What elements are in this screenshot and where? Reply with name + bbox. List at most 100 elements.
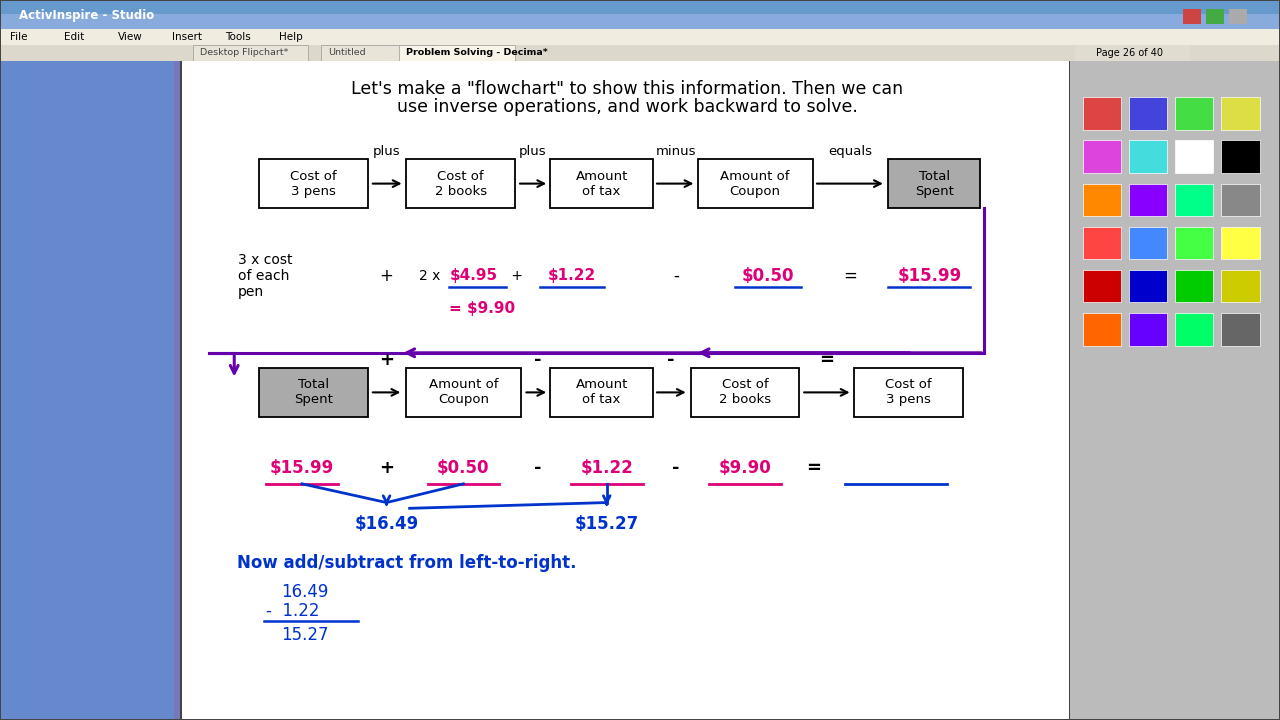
- Text: $4.95: $4.95: [449, 269, 498, 283]
- Text: Total
Spent: Total Spent: [915, 170, 954, 197]
- Bar: [1206, 9, 1224, 24]
- Text: -: -: [534, 459, 541, 477]
- Text: 3 x cost: 3 x cost: [238, 253, 293, 267]
- Bar: [1083, 140, 1121, 173]
- Text: -: -: [667, 351, 675, 369]
- Text: $15.27: $15.27: [575, 515, 639, 533]
- Text: Amount of
Coupon: Amount of Coupon: [721, 170, 790, 197]
- Text: ActivInspire - Studio: ActivInspire - Studio: [19, 9, 155, 22]
- Bar: [193, 45, 308, 61]
- FancyBboxPatch shape: [406, 368, 521, 417]
- Text: -: -: [672, 459, 680, 477]
- Bar: [1221, 227, 1260, 259]
- Bar: [1, 61, 180, 719]
- Text: +: +: [507, 269, 524, 283]
- Text: Page 26 of 40: Page 26 of 40: [1096, 48, 1162, 58]
- Text: Untitled: Untitled: [328, 48, 365, 58]
- Text: Help: Help: [279, 32, 303, 42]
- FancyBboxPatch shape: [888, 159, 980, 208]
- Text: equals: equals: [828, 145, 872, 158]
- Text: plus: plus: [518, 145, 547, 158]
- Text: Cost of
3 pens: Cost of 3 pens: [886, 379, 932, 406]
- Bar: [1083, 227, 1121, 259]
- Text: Problem Solving - Decima*: Problem Solving - Decima*: [406, 48, 548, 58]
- Bar: [1129, 313, 1167, 346]
- Bar: [1, 14, 1279, 29]
- Text: +: +: [379, 351, 394, 369]
- Text: $0.50: $0.50: [741, 266, 795, 284]
- Bar: [321, 45, 436, 61]
- Text: Amount
of tax: Amount of tax: [576, 379, 627, 406]
- Bar: [1183, 9, 1201, 24]
- Text: $9.90: $9.90: [718, 459, 772, 477]
- Bar: [182, 61, 1069, 719]
- Bar: [1221, 97, 1260, 130]
- Text: of each: of each: [238, 269, 289, 283]
- FancyBboxPatch shape: [691, 368, 799, 417]
- Text: $15.99: $15.99: [270, 459, 334, 477]
- Bar: [1175, 140, 1213, 173]
- Text: $0.50: $0.50: [436, 459, 490, 477]
- Text: 15.27: 15.27: [282, 626, 329, 644]
- Bar: [1129, 140, 1167, 173]
- Text: Amount
of tax: Amount of tax: [576, 170, 627, 197]
- Bar: [1129, 184, 1167, 216]
- Bar: [1175, 270, 1213, 302]
- Text: View: View: [118, 32, 142, 42]
- Text: use inverse operations, and work backward to solve.: use inverse operations, and work backwar…: [397, 98, 858, 116]
- Text: -: -: [534, 351, 541, 369]
- FancyBboxPatch shape: [407, 159, 516, 208]
- Bar: [1175, 227, 1213, 259]
- Text: Desktop Flipchart*: Desktop Flipchart*: [200, 48, 288, 58]
- FancyBboxPatch shape: [550, 159, 653, 208]
- Bar: [1083, 184, 1121, 216]
- FancyBboxPatch shape: [259, 368, 369, 417]
- Text: pen: pen: [238, 284, 264, 299]
- Text: +: +: [380, 266, 393, 284]
- Text: File: File: [10, 32, 28, 42]
- Text: $1.22: $1.22: [580, 459, 634, 477]
- FancyBboxPatch shape: [259, 159, 369, 208]
- Text: Cost of
2 books: Cost of 2 books: [435, 170, 486, 197]
- Text: -: -: [673, 266, 678, 284]
- Bar: [1221, 184, 1260, 216]
- Text: Amount of
Coupon: Amount of Coupon: [429, 379, 498, 406]
- Text: Tools: Tools: [225, 32, 251, 42]
- Text: Insert: Insert: [172, 32, 201, 42]
- Text: =: =: [806, 459, 822, 477]
- Bar: [399, 45, 515, 61]
- FancyBboxPatch shape: [550, 368, 653, 417]
- Text: $1.22: $1.22: [548, 269, 596, 283]
- Text: Edit: Edit: [64, 32, 84, 42]
- Bar: [1229, 9, 1247, 24]
- Text: plus: plus: [372, 145, 401, 158]
- Bar: [1175, 184, 1213, 216]
- Bar: [1070, 61, 1279, 719]
- Text: Cost of
3 pens: Cost of 3 pens: [291, 170, 337, 197]
- Text: $15.99: $15.99: [897, 266, 961, 284]
- Bar: [1129, 270, 1167, 302]
- Text: -  1.22: - 1.22: [266, 602, 320, 619]
- Text: =: =: [844, 266, 856, 284]
- Bar: [1175, 313, 1213, 346]
- Text: = $9.90: = $9.90: [449, 301, 516, 315]
- Bar: [1, 61, 174, 719]
- Bar: [1075, 45, 1190, 61]
- Bar: [1221, 140, 1260, 173]
- Text: +: +: [379, 459, 394, 477]
- Text: 2 x: 2 x: [419, 269, 444, 283]
- FancyBboxPatch shape: [698, 159, 813, 208]
- Text: Let's make a "flowchart" to show this information. Then we can: Let's make a "flowchart" to show this in…: [351, 79, 904, 97]
- Bar: [1175, 97, 1213, 130]
- Text: $16.49: $16.49: [355, 515, 419, 533]
- Text: Cost of
2 books: Cost of 2 books: [719, 379, 771, 406]
- Bar: [1083, 270, 1121, 302]
- Text: Total
Spent: Total Spent: [294, 379, 333, 406]
- Text: 16.49: 16.49: [282, 583, 329, 600]
- Bar: [1129, 227, 1167, 259]
- Bar: [1, 45, 1279, 61]
- Text: Now add/subtract from left-to-right.: Now add/subtract from left-to-right.: [237, 554, 576, 572]
- Text: minus: minus: [655, 145, 696, 158]
- Bar: [1221, 270, 1260, 302]
- Bar: [1, 1, 1279, 29]
